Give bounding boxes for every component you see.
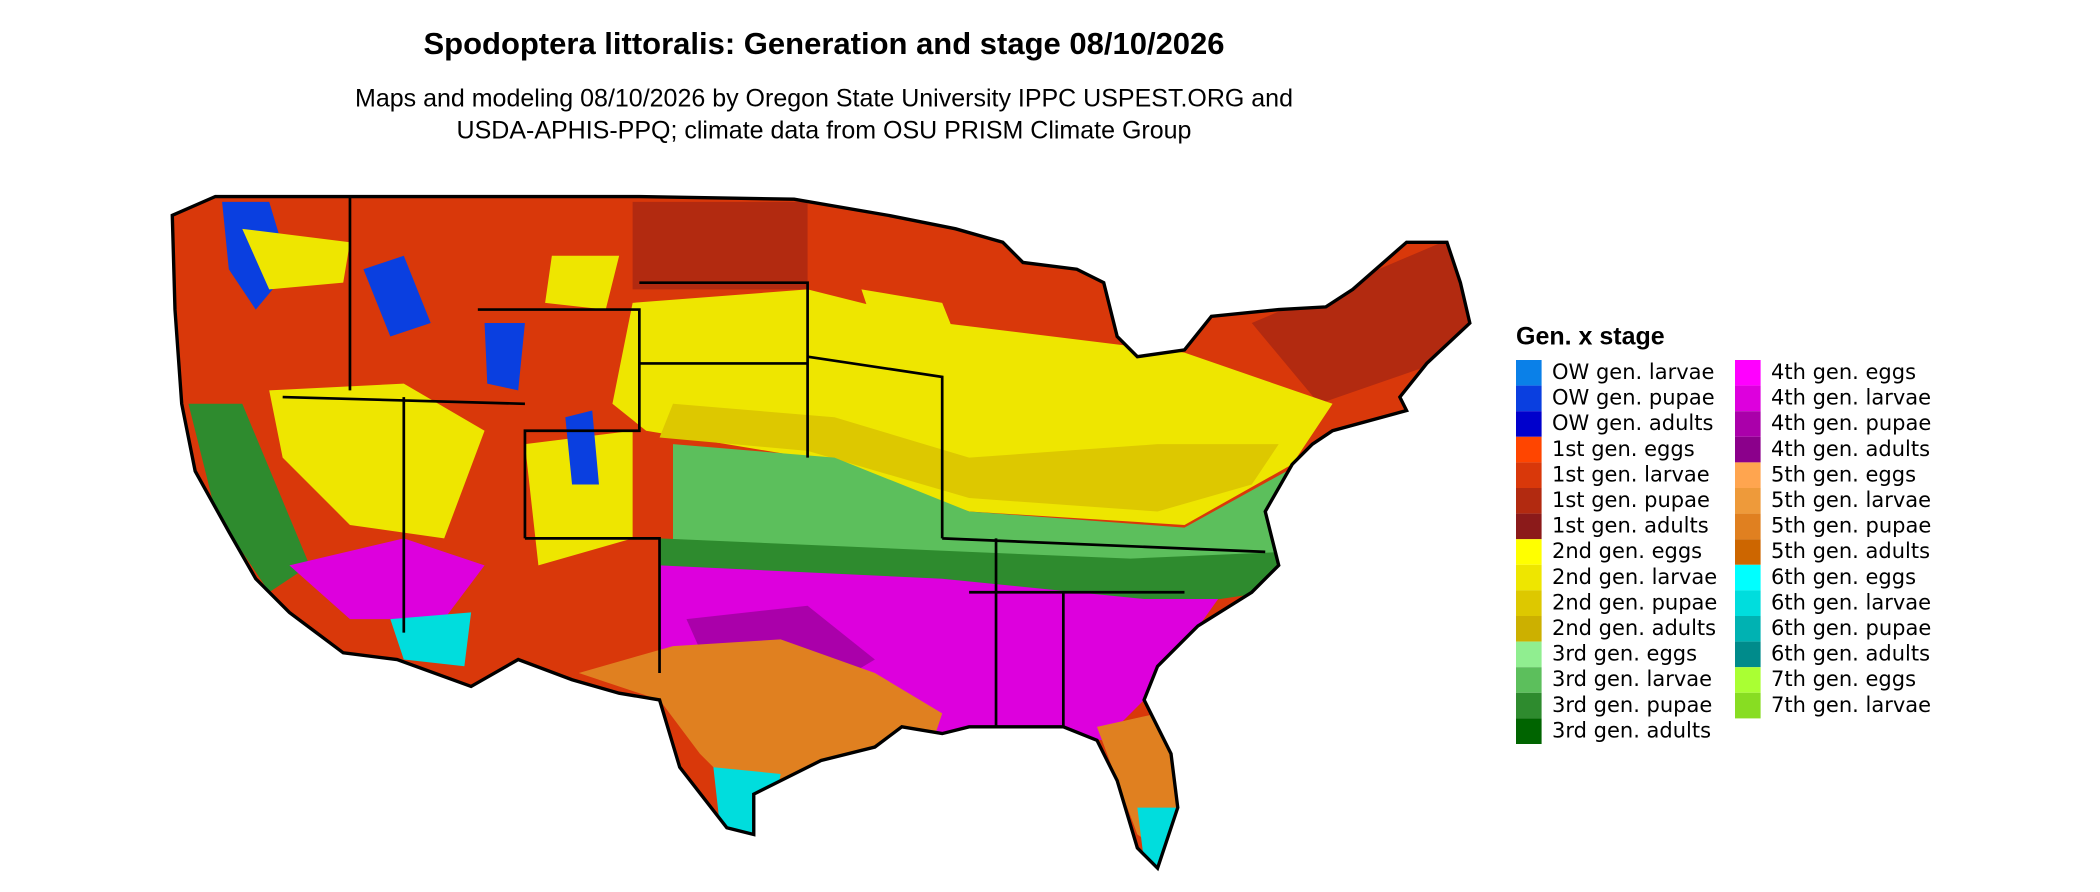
map — [170, 194, 1472, 870]
legend-swatch — [1516, 360, 1542, 386]
legend-swatch — [1516, 718, 1542, 744]
legend-label: 3rd gen. larvae — [1552, 667, 1712, 691]
legend-label: 4th gen. pupae — [1771, 411, 1931, 435]
legend-label: 6th gen. eggs — [1771, 565, 1916, 589]
legend-swatch — [1516, 436, 1542, 463]
legend-swatch — [1735, 692, 1761, 719]
legend-label: 7th gen. larvae — [1771, 693, 1931, 717]
legend-label: 2nd gen. adults — [1552, 616, 1716, 640]
legend-swatch — [1735, 360, 1761, 386]
legend-swatch — [1735, 411, 1761, 437]
region — [242, 228, 956, 337]
region — [659, 403, 1279, 512]
legend-label: 1st gen. adults — [1552, 514, 1709, 538]
legend-swatch — [1735, 462, 1761, 488]
legend-title: Gen. x stage — [1516, 323, 1665, 351]
legend-swatch — [1735, 590, 1761, 616]
legend-label: 4th gen. larvae — [1771, 386, 1931, 410]
legend-swatch — [1516, 564, 1542, 591]
legend-label: OW gen. adults — [1552, 411, 1713, 435]
legend-swatch — [1516, 590, 1542, 616]
legend-label: 5th gen. larvae — [1771, 488, 1931, 512]
legend-label: 3rd gen. adults — [1552, 718, 1711, 742]
legend-swatch — [1516, 616, 1542, 642]
legend-label: 2nd gen. larvae — [1552, 565, 1717, 589]
subtitle: USDA-APHIS-PPQ; climate data from OSU PR… — [457, 117, 1192, 145]
legend-label: 3rd gen. pupae — [1552, 693, 1712, 717]
legend-label: OW gen. larvae — [1552, 360, 1714, 384]
region — [188, 403, 1286, 613]
legend-label: 1st gen. eggs — [1552, 437, 1695, 461]
legend-label: 6th gen. pupae — [1771, 616, 1931, 640]
legend-swatch — [1735, 513, 1761, 540]
legend-swatch — [1735, 641, 1761, 668]
legend-label: OW gen. pupae — [1552, 386, 1715, 410]
legend-swatch — [1516, 641, 1542, 668]
legend-swatch — [1516, 692, 1542, 719]
legend-label: 6th gen. larvae — [1771, 590, 1931, 614]
legend-label: 7th gen. eggs — [1771, 667, 1916, 691]
state-borders — [282, 196, 1266, 727]
legend-label: 2nd gen. pupae — [1552, 590, 1717, 614]
legend-swatch — [1735, 539, 1761, 565]
legend-label: 5th gen. pupae — [1771, 514, 1931, 538]
legend-label: 2nd gen. eggs — [1552, 539, 1702, 563]
map-title: Spodoptera littoralis: Generation and st… — [423, 26, 1224, 61]
legend-label: 4th gen. adults — [1771, 437, 1930, 461]
legend-swatch — [1516, 513, 1542, 540]
legend-swatch — [1516, 462, 1542, 488]
legend-label: 5th gen. adults — [1771, 539, 1930, 563]
legend-label: 4th gen. eggs — [1771, 360, 1916, 384]
legend-swatch — [1735, 667, 1761, 693]
legend-swatch — [1735, 385, 1761, 412]
legend-swatch — [1516, 539, 1542, 565]
legend-swatch — [1516, 411, 1542, 437]
legend-label: 5th gen. eggs — [1771, 462, 1916, 486]
legend-label: 3rd gen. eggs — [1552, 642, 1697, 666]
subtitle: Maps and modeling 08/10/2026 by Oregon S… — [355, 85, 1293, 113]
region — [222, 201, 599, 485]
legend-swatch — [1516, 385, 1542, 412]
legend-swatch — [1516, 667, 1542, 693]
legend-swatch — [1735, 436, 1761, 463]
legend-swatch — [1735, 488, 1761, 514]
legend-swatch — [1735, 616, 1761, 642]
legend-swatch — [1735, 564, 1761, 591]
legend-label: 6th gen. adults — [1771, 642, 1930, 666]
region — [269, 383, 633, 566]
legend-swatch — [1516, 488, 1542, 514]
legend-label: 1st gen. pupae — [1552, 488, 1710, 512]
legend-label: 1st gen. larvae — [1552, 462, 1710, 486]
